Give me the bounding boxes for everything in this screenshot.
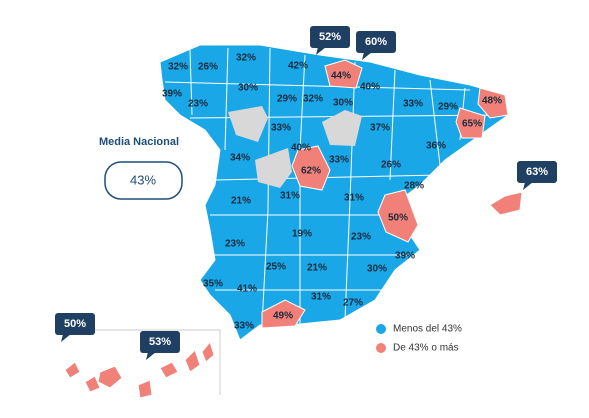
- borders: [164, 47, 501, 326]
- callout-box: [517, 161, 557, 183]
- province-label: 36%: [426, 141, 446, 152]
- province-label: 39%: [395, 251, 415, 262]
- province-label: 31%: [280, 191, 300, 202]
- province-label: 28%: [404, 181, 424, 192]
- province-label: 29%: [438, 102, 458, 113]
- callout-tail: [316, 47, 326, 55]
- canary-frame: [60, 329, 221, 395]
- province-label: 39%: [162, 89, 182, 100]
- province-label: 23%: [351, 232, 371, 243]
- province-label: 23%: [225, 239, 245, 250]
- callout-box: [356, 31, 396, 53]
- province-label: 44%: [331, 71, 351, 82]
- media-box: [104, 161, 183, 200]
- callout-label: 50%: [64, 318, 86, 330]
- province-label: 21%: [307, 263, 327, 274]
- province-label: 30%: [333, 98, 353, 109]
- province-label: 21%: [231, 196, 251, 207]
- province-label: 27%: [343, 298, 363, 309]
- legend-swatch: [376, 343, 386, 353]
- callout-box: [55, 313, 95, 335]
- callout-label: 52%: [319, 31, 341, 43]
- province-label: 48%: [482, 96, 502, 107]
- province-label: 32%: [168, 62, 188, 73]
- province-label: 65%: [462, 119, 482, 130]
- province-label: 29%: [277, 94, 297, 105]
- province-label: 33%: [329, 155, 349, 166]
- province-label: 30%: [238, 83, 258, 94]
- province-label: 40%: [360, 82, 380, 93]
- province-label: 50%: [388, 213, 408, 224]
- province-label: 42%: [288, 61, 308, 72]
- province-label: 33%: [403, 99, 423, 110]
- media-value: 43%: [130, 172, 156, 187]
- media-title: Media Nacional: [99, 136, 179, 148]
- callout-tail: [362, 52, 372, 60]
- province-label: 34%: [230, 153, 250, 164]
- province-label: 35%: [203, 279, 223, 290]
- province-label: 62%: [301, 166, 321, 177]
- callout-tail: [523, 182, 533, 190]
- province-label: 41%: [237, 284, 257, 295]
- province-label: 33%: [271, 123, 291, 134]
- legend-label: De 43% o más: [393, 343, 459, 354]
- legend-label: Menos del 43%: [393, 324, 462, 335]
- callout-label: 53%: [149, 336, 171, 348]
- province-label: 49%: [273, 311, 293, 322]
- province-label: 31%: [344, 193, 364, 204]
- province-label: 31%: [311, 292, 331, 303]
- province-label: 32%: [303, 94, 323, 105]
- no-data: [228, 106, 362, 188]
- high: [64, 59, 523, 399]
- callout-box: [310, 26, 350, 48]
- province-label: 26%: [381, 160, 401, 171]
- province-label: 37%: [370, 123, 390, 134]
- province-label: 19%: [292, 229, 312, 240]
- callout-label: 60%: [365, 36, 387, 48]
- callout-label: 63%: [526, 166, 548, 178]
- province-label: 30%: [367, 264, 387, 275]
- province-label: 32%: [236, 53, 256, 64]
- province-label: 40%: [291, 143, 311, 154]
- province-label: 26%: [198, 62, 218, 73]
- callout-box: [140, 331, 180, 353]
- callout-tail: [61, 334, 71, 342]
- province-label: 33%: [234, 321, 254, 332]
- legend-swatch: [376, 324, 386, 334]
- province-label: 23%: [188, 99, 208, 110]
- callout-tail: [146, 352, 156, 360]
- province-label: 25%: [266, 262, 286, 273]
